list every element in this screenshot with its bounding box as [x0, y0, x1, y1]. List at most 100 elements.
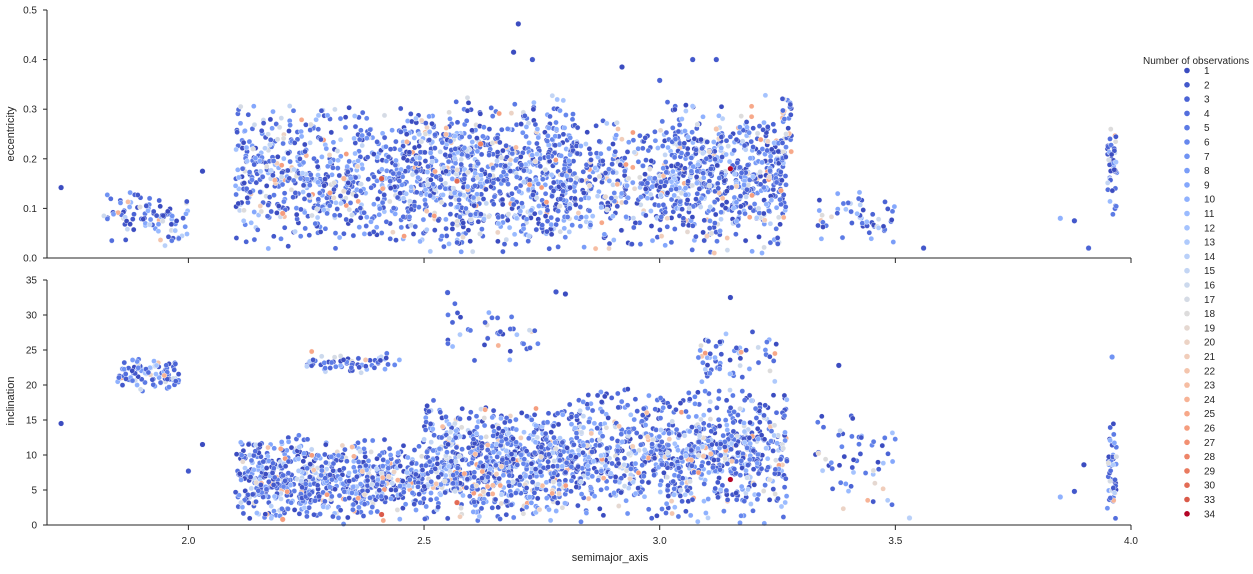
scatter-point: [407, 214, 412, 219]
scatter-point: [329, 454, 334, 459]
scatter-point: [558, 229, 563, 234]
scatter-point: [610, 214, 615, 219]
scatter-point: [529, 500, 534, 505]
scatter-point: [184, 231, 189, 236]
scatter-point: [173, 379, 178, 384]
scatter-point: [663, 210, 668, 215]
scatter-point: [428, 497, 433, 502]
scatter-point: [252, 209, 257, 214]
scatter-point: [341, 231, 346, 236]
scatter-point: [563, 235, 568, 240]
scatter-point: [371, 202, 376, 207]
scatter-point: [557, 108, 562, 113]
scatter-point: [769, 147, 774, 152]
scatter-point: [252, 122, 257, 127]
scatter-point: [556, 422, 561, 427]
scatter-point: [553, 446, 558, 451]
scatter-point: [462, 176, 467, 181]
scatter-point: [562, 166, 567, 171]
scatter-point: [484, 201, 489, 206]
scatter-point: [530, 153, 535, 158]
scatter-point: [783, 173, 788, 178]
scatter-point: [587, 183, 592, 188]
scatter-point: [712, 250, 717, 255]
scatter-point: [549, 194, 554, 199]
scatter-point: [774, 205, 779, 210]
scatter-point: [690, 215, 695, 220]
scatter-point: [322, 452, 327, 457]
scatter-point: [690, 223, 695, 228]
scatter-point: [725, 235, 730, 240]
scatter-point: [669, 240, 674, 245]
scatter-point: [611, 237, 616, 242]
scatter-point: [788, 112, 793, 117]
scatter-point: [665, 475, 670, 480]
scatter-point: [359, 182, 364, 187]
scatter-point: [681, 222, 686, 227]
scatter-point: [780, 96, 785, 101]
scatter-point: [457, 454, 462, 459]
scatter-point: [385, 362, 390, 367]
scatter-point: [498, 329, 503, 334]
scatter-point: [524, 414, 529, 419]
scatter-point: [388, 179, 393, 184]
scatter-point: [479, 476, 484, 481]
scatter-point: [549, 172, 554, 177]
scatter-point: [773, 491, 778, 496]
scatter-point: [715, 181, 720, 186]
scatter-point: [347, 479, 352, 484]
scatter-point: [298, 207, 303, 212]
scatter-point: [882, 199, 887, 204]
scatter-point: [698, 137, 703, 142]
scatter-point: [428, 490, 433, 495]
scatter-point: [1106, 157, 1111, 162]
scatter-point: [511, 202, 516, 207]
scatter-point: [363, 364, 368, 369]
scatter-point: [258, 203, 263, 208]
scatter-point: [489, 315, 494, 320]
scatter-point: [342, 489, 347, 494]
scatter-point: [118, 200, 123, 205]
scatter-point: [301, 183, 306, 188]
scatter-point: [437, 446, 442, 451]
scatter-point: [331, 468, 336, 473]
scatter-point: [855, 211, 860, 216]
scatter-point: [729, 447, 734, 452]
scatter-point: [261, 121, 266, 126]
scatter-point: [551, 435, 556, 440]
scatter-point: [750, 249, 755, 254]
scatter-point: [734, 497, 739, 502]
scatter-point: [285, 489, 290, 494]
scatter-point: [659, 234, 664, 239]
scatter-point: [667, 437, 672, 442]
scatter-point: [409, 461, 414, 466]
scatter-point: [455, 240, 460, 245]
scatter-point: [731, 206, 736, 211]
scatter-point: [556, 244, 561, 249]
scatter-point: [747, 435, 752, 440]
scatter-point: [375, 482, 380, 487]
scatter-point: [183, 211, 188, 216]
scatter-point: [672, 155, 677, 160]
scatter-point: [780, 108, 785, 113]
scatter-point: [622, 156, 627, 161]
scatter-point: [472, 499, 477, 504]
scatter-point: [697, 186, 702, 191]
scatter-point: [653, 138, 658, 143]
scatter-point: [311, 156, 316, 161]
scatter-point: [455, 465, 460, 470]
scatter-point: [407, 199, 412, 204]
scatter-point: [335, 166, 340, 171]
scatter-point: [518, 435, 523, 440]
scatter-point: [507, 473, 512, 478]
scatter-point: [581, 414, 586, 419]
scatter-point: [643, 135, 648, 140]
scatter-point: [712, 221, 717, 226]
scatter-point: [315, 215, 320, 220]
scatter-point: [128, 190, 133, 195]
scatter-point: [337, 173, 342, 178]
scatter-point: [719, 210, 724, 215]
scatter-point: [708, 172, 713, 177]
scatter-point: [567, 402, 572, 407]
scatter-point: [553, 157, 558, 162]
